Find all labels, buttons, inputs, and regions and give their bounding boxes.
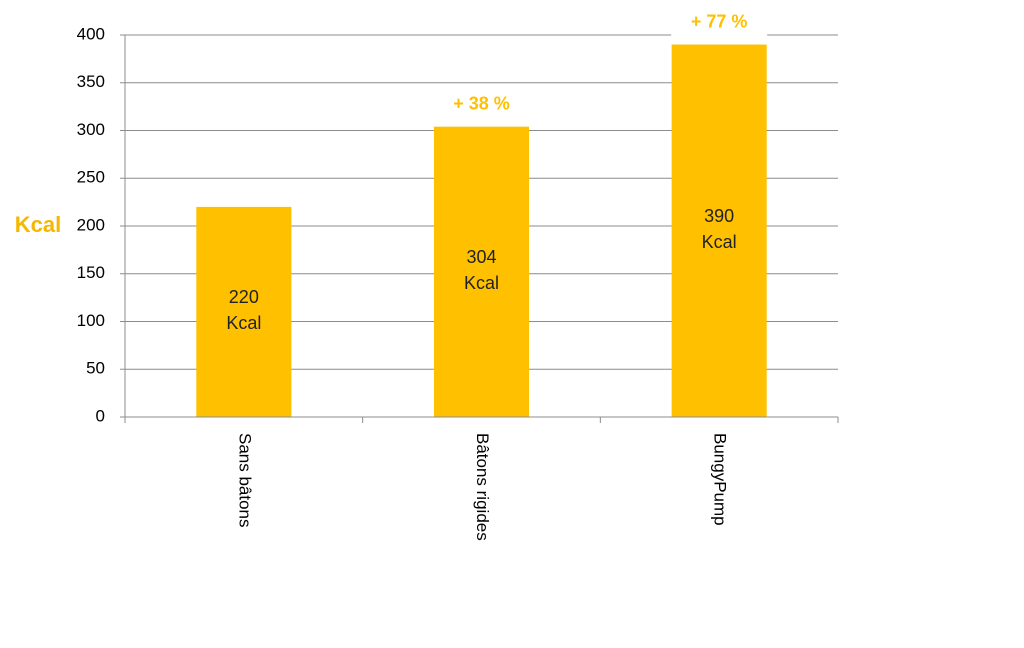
y-tick-label: 400 xyxy=(77,24,105,43)
value-label: 220 Kcal xyxy=(226,286,262,333)
bar xyxy=(671,44,767,418)
y-tick-label: 200 xyxy=(77,215,105,234)
x-tick-label: BungyPump xyxy=(711,433,730,526)
y-tick-label: 50 xyxy=(86,359,105,378)
value-label: 304 Kcal xyxy=(463,246,499,293)
bar xyxy=(196,206,292,417)
y-tick-label: 350 xyxy=(77,72,105,91)
value-label-box: 390 Kcal xyxy=(701,205,737,252)
value-label-box: 304 Kcal xyxy=(463,246,499,293)
y-tick-label: 150 xyxy=(77,263,105,282)
bar xyxy=(433,126,530,418)
value-label-box: 220 Kcal xyxy=(226,286,262,333)
y-axis-label: Kcal xyxy=(15,212,61,237)
y-tick-label: 250 xyxy=(77,168,105,187)
annotation: + 77 % xyxy=(691,11,748,31)
annotation-bg xyxy=(671,9,768,36)
y-tick-label: 0 xyxy=(96,406,105,425)
annotation: + 38 % xyxy=(453,93,510,113)
x-tick-label: Bâtons rigides xyxy=(473,433,492,541)
x-tick-label: Sans bâtons xyxy=(235,433,254,528)
annotation-bg xyxy=(433,91,530,118)
y-tick-label: 100 xyxy=(77,311,105,330)
value-label: 390 Kcal xyxy=(701,205,737,252)
y-tick-label: 300 xyxy=(77,120,105,139)
